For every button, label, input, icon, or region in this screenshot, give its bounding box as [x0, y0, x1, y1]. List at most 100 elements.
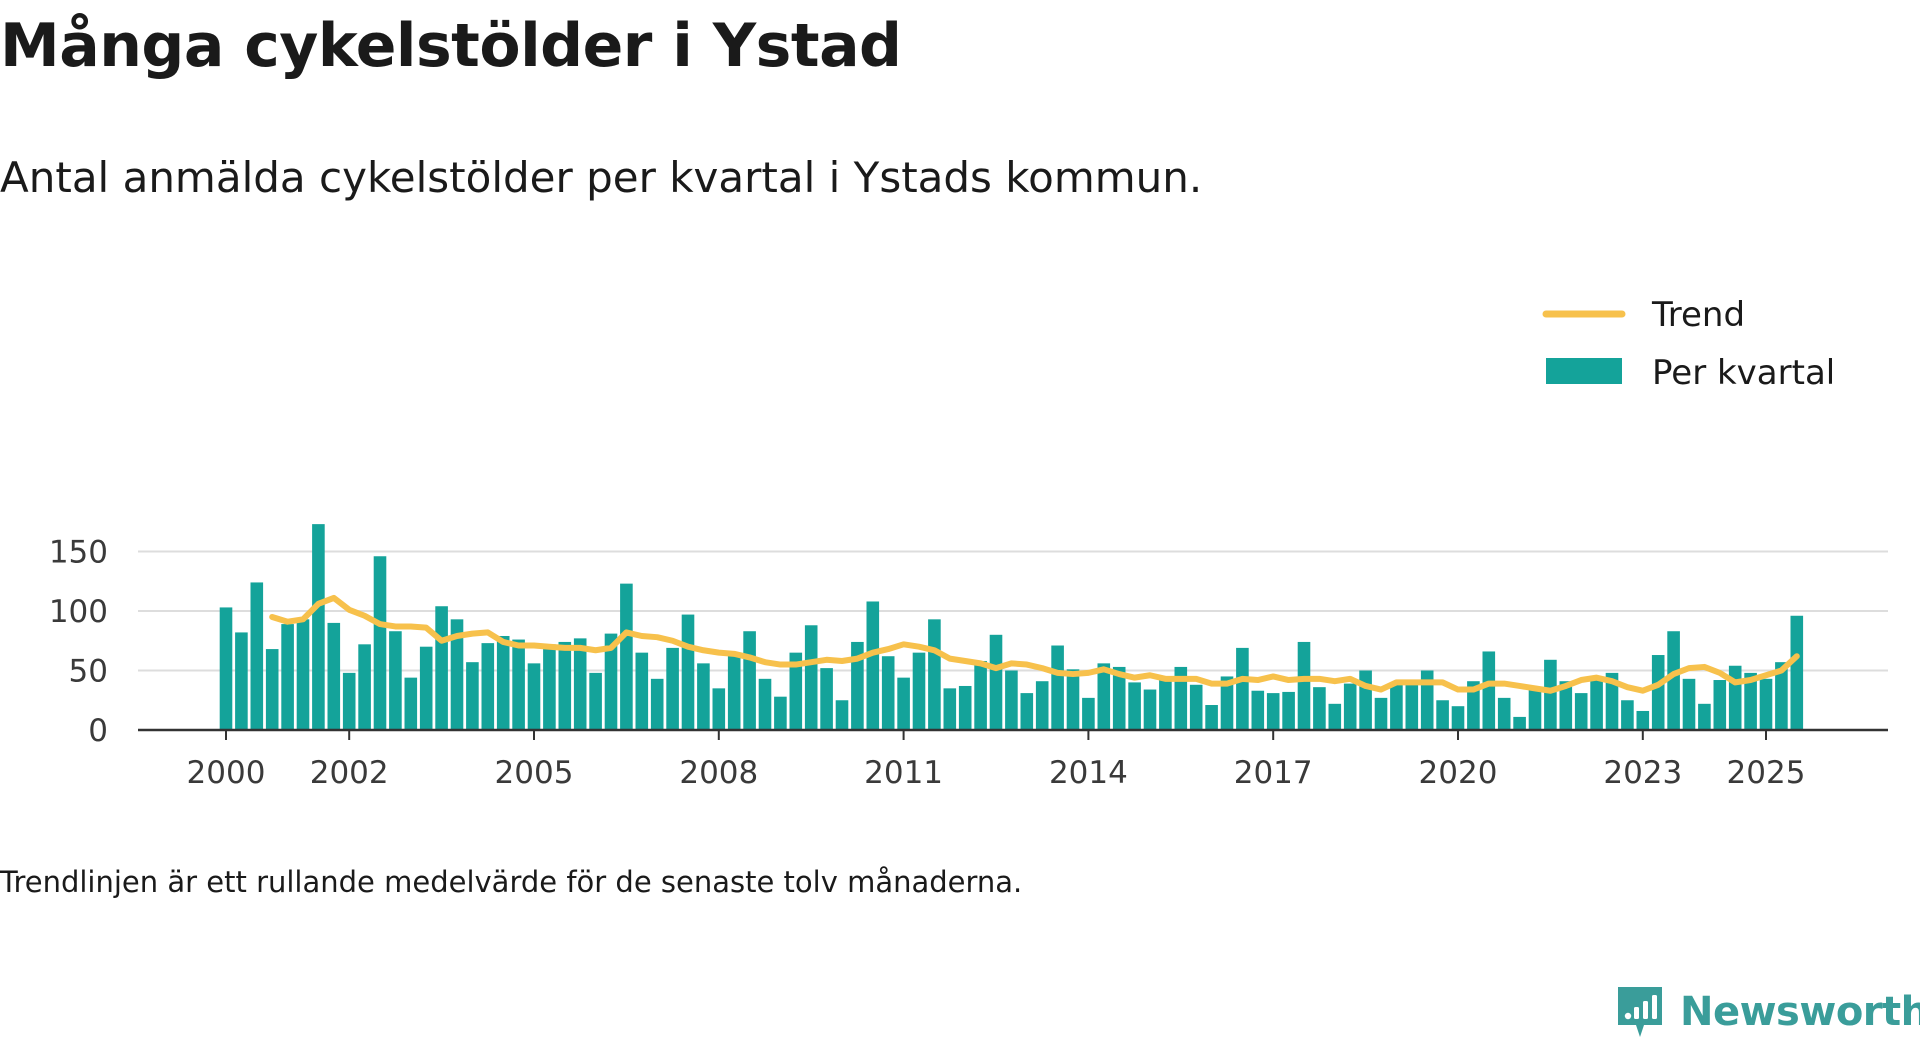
bar: [1082, 697, 1095, 730]
bar: [897, 677, 910, 730]
bar: [774, 696, 787, 730]
bar: [1559, 681, 1573, 730]
bar: [943, 688, 957, 730]
bar: [1159, 680, 1172, 730]
bar: [1112, 666, 1126, 730]
bar: [527, 663, 541, 730]
bar: [1097, 663, 1111, 730]
bar: [851, 641, 864, 730]
x-tick-label: 2020: [1419, 755, 1498, 791]
bar: [1590, 680, 1603, 730]
x-tick-label: 2011: [864, 755, 943, 791]
bar: [1436, 700, 1449, 730]
bar: [697, 663, 710, 730]
bar: [620, 583, 633, 730]
x-tick-label: 2002: [310, 755, 389, 791]
bar: [496, 635, 510, 730]
bar: [1467, 681, 1480, 730]
legend: Trend Per kvartal: [1542, 295, 1835, 393]
bar: [666, 647, 679, 730]
bar: [1574, 693, 1588, 730]
brand-logo: Newsworthy: [1614, 980, 1920, 1044]
bar: [912, 652, 926, 730]
bar: [1359, 670, 1372, 730]
newsworthy-logo-icon: [1618, 987, 1662, 1037]
x-tick-label: 2023: [1603, 755, 1682, 791]
bar: [1328, 703, 1342, 730]
bar: [1621, 700, 1634, 730]
bar: [1374, 697, 1388, 730]
bar: [1528, 689, 1542, 730]
chart-subtitle: Antal anmälda cykelstölder per kvartal i…: [0, 153, 1203, 202]
x-tick-label: 2014: [1049, 755, 1128, 791]
bar: [1282, 691, 1295, 730]
bar: [835, 700, 849, 730]
bar: [604, 633, 618, 730]
bar: [1005, 670, 1018, 730]
bar: [743, 631, 756, 730]
bar: [327, 622, 341, 730]
bar: [1405, 684, 1419, 730]
y-tick-label: 100: [49, 594, 108, 630]
bar: [989, 634, 1003, 730]
bar: [681, 614, 695, 730]
bar: [373, 556, 387, 730]
bar: [1174, 666, 1188, 730]
bar: [1251, 690, 1265, 730]
legend-bar-swatch: [1546, 358, 1622, 384]
x-tick-label: 2000: [187, 755, 266, 791]
bar: [342, 672, 356, 730]
bar: [1636, 710, 1650, 730]
bar: [1544, 659, 1557, 730]
bar: [1728, 665, 1742, 730]
brand-name: Newsworthy: [1680, 989, 1920, 1035]
bar: [650, 678, 664, 730]
bar: [1775, 662, 1788, 730]
legend-bar-label: Per kvartal: [1652, 353, 1835, 393]
trend-line: [269, 594, 1800, 694]
bar: [1790, 615, 1804, 730]
bar: [1189, 684, 1203, 730]
bar: [1451, 706, 1465, 730]
bar: [358, 644, 371, 730]
bar: [1759, 678, 1773, 730]
bar: [1035, 681, 1049, 730]
bar: [1266, 693, 1280, 730]
chart-title: Många cykelstölder i Ystad: [0, 11, 902, 81]
bar: [1220, 676, 1234, 730]
footnote: Trendlinjen är ett rullande medelvärde f…: [0, 865, 1023, 899]
bar: [1744, 672, 1757, 730]
bar: [712, 688, 726, 730]
bar: [419, 646, 433, 730]
bar: [958, 685, 972, 730]
bar: [466, 662, 479, 730]
x-tick-label: 2025: [1727, 755, 1806, 791]
chart-area: 0 50 100 150 2000 2002 2005 2008 2011 2014 2017 202…: [0, 270, 1920, 810]
bar: [1667, 631, 1680, 730]
bar: [881, 656, 895, 730]
bar: [789, 652, 803, 730]
bar: [1020, 693, 1034, 730]
bar: [404, 677, 418, 730]
axis-layer: 0 50 100 150 2000 2002 2005 2008 2011 2014 2017 202…: [49, 535, 1888, 791]
bar: [1066, 669, 1080, 730]
bar: [1343, 683, 1357, 730]
bar: [512, 639, 525, 730]
bar: [758, 678, 772, 730]
bar: [1313, 687, 1326, 730]
bar: [1698, 703, 1711, 730]
bar: [1605, 672, 1619, 730]
bar: [435, 606, 448, 730]
bar: [804, 625, 818, 730]
bar: [1143, 689, 1157, 730]
bar: [1482, 651, 1496, 730]
y-tick-label: 50: [69, 654, 108, 690]
bar: [1513, 716, 1526, 730]
bar: [820, 668, 833, 730]
bar: [543, 644, 556, 730]
bar: [389, 631, 402, 730]
bar: [219, 607, 233, 730]
bar-chart: 0 50 100 150 2000 2002 2005 2008 2011 2014 2017 202…: [49, 295, 1888, 791]
y-tick-label: 150: [49, 535, 108, 571]
bar: [235, 632, 248, 730]
